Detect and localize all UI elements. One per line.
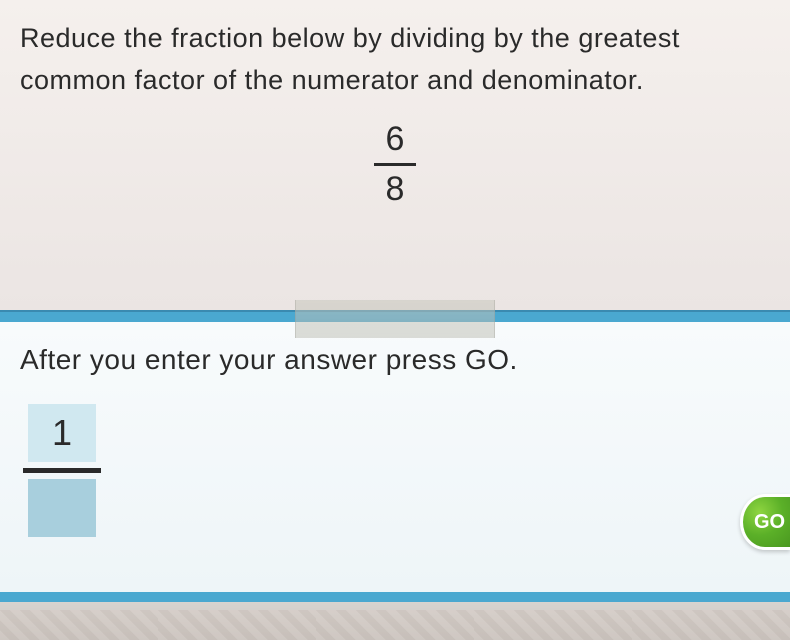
answer-panel: After you enter your answer press GO. GO [0, 322, 790, 602]
answer-fraction-inputs [28, 404, 101, 537]
numerator-input[interactable] [28, 404, 96, 462]
question-panel: Reduce the fraction below by dividing by… [0, 0, 790, 310]
go-button-label: GO [754, 511, 785, 534]
answer-prompt: After you enter your answer press GO. [20, 344, 770, 376]
question-text: Reduce the fraction below by dividing by… [20, 18, 770, 102]
tape-decoration [295, 300, 495, 338]
question-fraction: 6 8 [20, 120, 770, 209]
fraction-denominator: 8 [374, 168, 417, 209]
bottom-decoration [0, 610, 790, 640]
fraction-bar [374, 163, 417, 166]
go-button[interactable]: GO [740, 494, 790, 550]
bottom-bar [0, 602, 790, 640]
answer-fraction-bar [23, 468, 101, 473]
fraction-numerator: 6 [374, 120, 417, 161]
denominator-input[interactable] [28, 479, 96, 537]
